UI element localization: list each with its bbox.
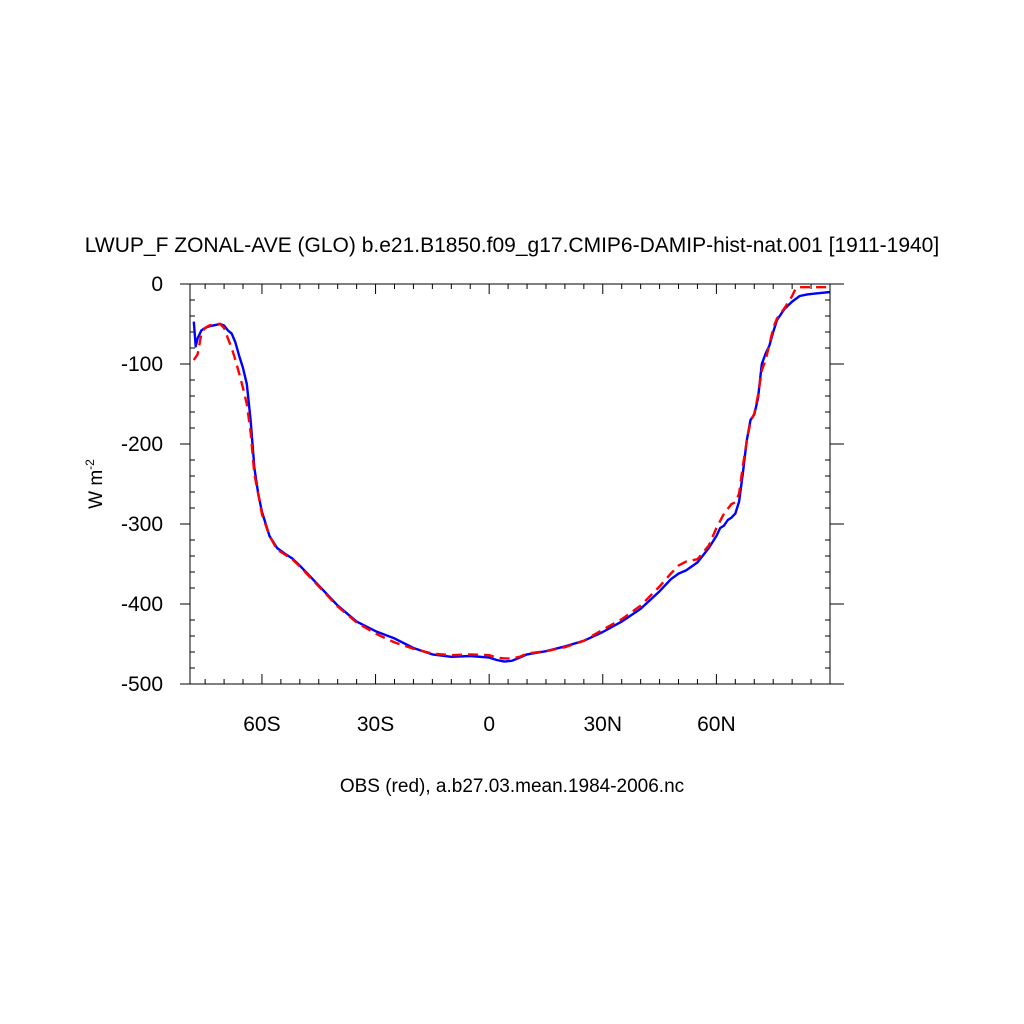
model-series-line [192, 290, 831, 663]
chart-subtitle: OBS (red), a.b27.03.mean.1984-2006.nc [340, 776, 684, 797]
x-tick-label: 0 [483, 713, 495, 736]
y-axis-label: W m-2 [83, 459, 107, 509]
y-axis-label-base: W m [86, 470, 107, 509]
x-tick-label: 60N [697, 713, 736, 736]
y-tick-label: -400 [121, 593, 163, 616]
y-tick-labels: 0 -100 -200 -300 -400 -500 [121, 273, 163, 696]
x-tick-labels: 60S 30S 0 30N 60N [243, 713, 735, 736]
y-tick-label: -200 [121, 433, 163, 456]
obs-series-line [192, 286, 830, 660]
x-tick-label: 30S [357, 713, 394, 736]
chart-title: LWUP_F ZONAL-AVE (GLO) b.e21.B1850.f09_g… [85, 234, 939, 257]
x-tick-label: 60S [243, 713, 280, 736]
plot-frame [189, 283, 831, 685]
minor-ticks [190, 284, 830, 684]
y-tick-label: -500 [121, 673, 163, 696]
y-tick-label: 0 [151, 273, 163, 296]
series-layer [192, 286, 831, 663]
plot-area [180, 283, 844, 685]
y-axis-label-superscript: -2 [83, 459, 97, 470]
y-tick-label: -300 [121, 513, 163, 536]
y-tick-label: -100 [121, 353, 163, 376]
major-ticks [180, 283, 844, 685]
x-tick-label: 30N [584, 713, 623, 736]
